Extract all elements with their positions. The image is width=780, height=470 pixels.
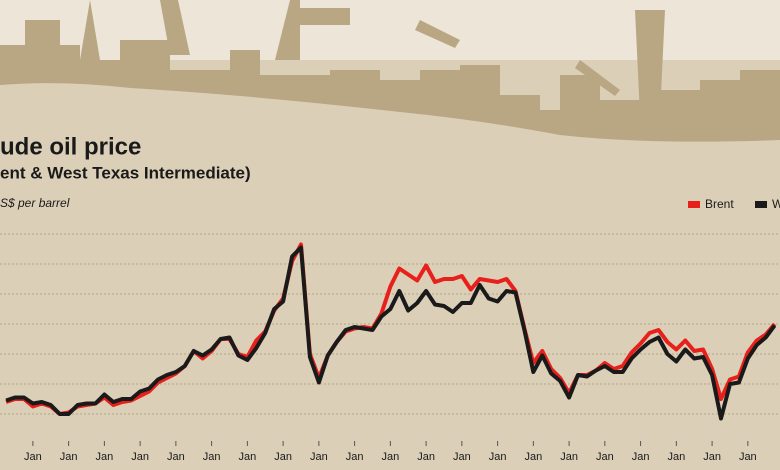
x-tick-label: Jan xyxy=(203,451,221,463)
legend-swatch xyxy=(755,201,767,208)
x-tick-label: Jan xyxy=(667,451,685,463)
x-tick-label: Jan xyxy=(489,451,507,463)
x-tick-label: Jan xyxy=(60,451,78,463)
legend-label: Brent xyxy=(705,197,734,211)
x-tick-label: Jan xyxy=(417,451,435,463)
x-tick-label: Jan xyxy=(453,451,471,463)
chart-subtitle: ent & West Texas Intermediate) xyxy=(0,163,251,182)
x-tick-label: Jan xyxy=(596,451,614,463)
legend-swatch xyxy=(688,201,700,208)
x-tick-label: Jan xyxy=(703,451,721,463)
x-tick-label: Jan xyxy=(739,451,757,463)
x-tick-label: Jan xyxy=(238,451,256,463)
series-line xyxy=(5,245,777,421)
x-tick-label: Jan xyxy=(131,451,149,463)
legend-label: W xyxy=(772,197,780,211)
x-tick-label: Jan xyxy=(167,451,185,463)
y-axis-label: S$ per barrel xyxy=(0,196,70,210)
x-tick-label: Jan xyxy=(24,451,42,463)
x-tick-label: Jan xyxy=(346,451,364,463)
sky xyxy=(0,0,780,60)
x-tick-label: Jan xyxy=(381,451,399,463)
x-tick-label: Jan xyxy=(310,451,328,463)
x-tick-label: Jan xyxy=(96,451,114,463)
chart-title: ude oil price xyxy=(0,133,141,160)
industrial-silhouette xyxy=(0,20,780,142)
x-tick-label: Jan xyxy=(524,451,542,463)
x-tick-label: Jan xyxy=(274,451,292,463)
x-tick-label: Jan xyxy=(560,451,578,463)
x-tick-label: Jan xyxy=(632,451,650,463)
